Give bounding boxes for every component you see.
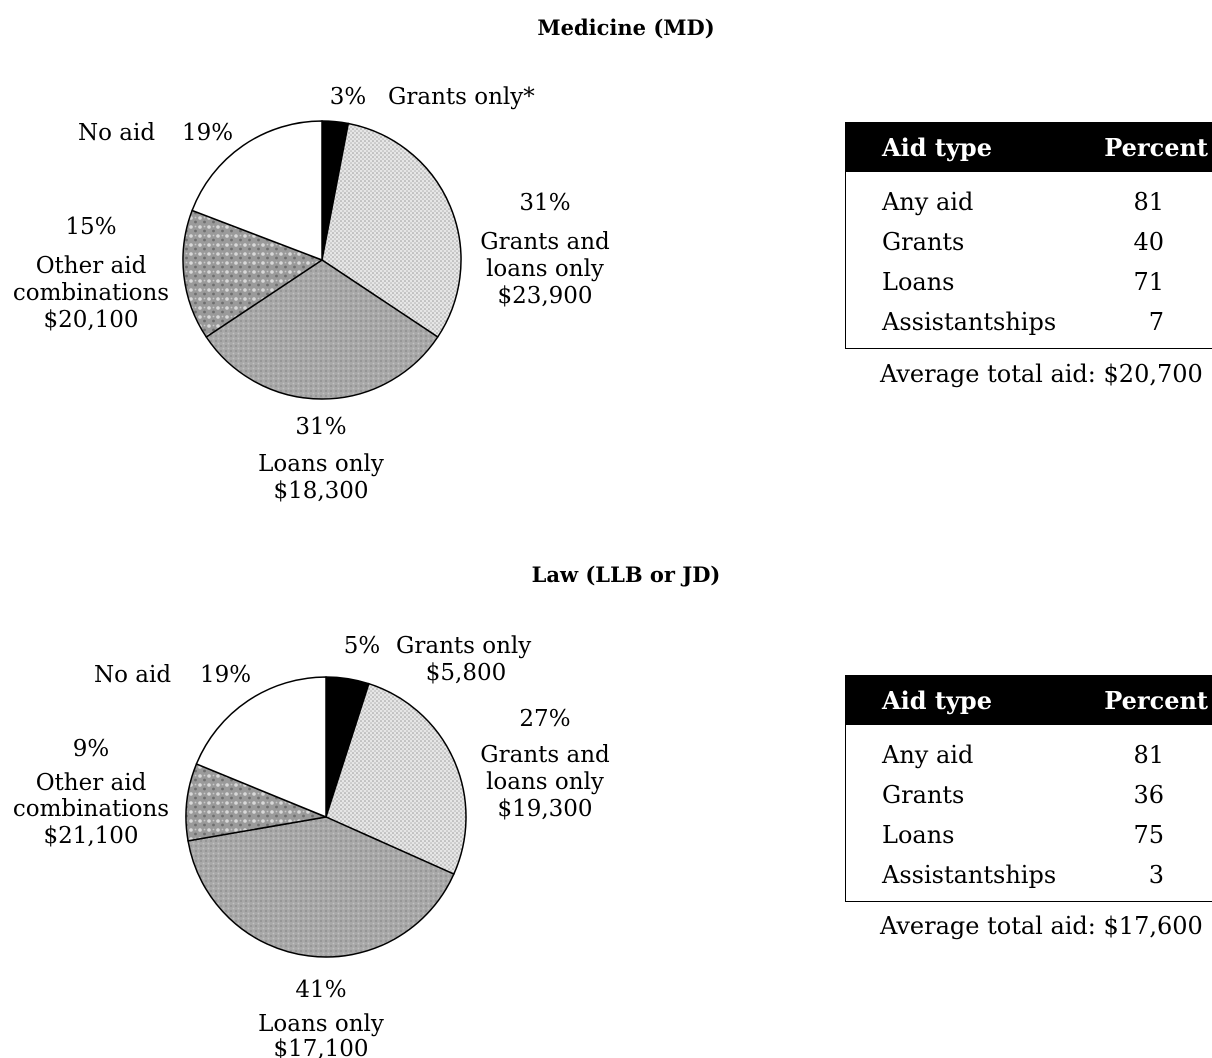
label-medicine-grants-only-pct: 3%: [330, 84, 367, 110]
table-row: Loans 75: [846, 815, 1212, 855]
row-value: 81: [1133, 188, 1164, 216]
label-medicine-no-aid-name: No aid: [78, 120, 155, 146]
label-medicine-grants-and-loans-name-1: Grants and: [480, 229, 610, 255]
header-percent: Percent: [1087, 122, 1212, 172]
table-row: Assistantships 7: [845, 302, 1212, 349]
header-percent: Percent: [1087, 675, 1212, 725]
row-label: Assistantships: [845, 302, 1088, 349]
label-medicine-loans-only-amount: $18,300: [273, 478, 368, 504]
label-law-grants-only-name: Grants only: [396, 633, 531, 659]
row-value: 36: [1133, 781, 1164, 809]
average-value: $20,700: [1103, 360, 1203, 388]
row-label: Loans: [882, 268, 955, 296]
slice-law-grants-and-loans: [325, 682, 467, 876]
slice-labels-law: 5% Grants only $5,800 27% Grants and loa…: [13, 633, 610, 1058]
label-medicine-grants-and-loans-name-2: loans only: [486, 256, 604, 282]
label-medicine-other-name-1: Other aid: [36, 253, 147, 279]
table-header-row: Aid type Percent: [845, 122, 1212, 172]
row-value: 75: [1133, 821, 1164, 849]
table-row: Any aid 81: [846, 725, 1212, 775]
label-medicine-no-aid-pct: 19%: [182, 120, 233, 146]
slice-medicine-grants-and-loans: [321, 122, 462, 339]
slice-law-no-aid: [195, 676, 327, 819]
label-law-loans-only-pct: 41%: [295, 977, 346, 1003]
chart-title-medicine: Medicine (MD): [537, 15, 714, 40]
label-medicine-loans-only-pct: 31%: [295, 414, 346, 440]
average-label: Average total aid:: [880, 912, 1096, 940]
table-row: Assistantships 3: [845, 855, 1212, 902]
table-row: Grants 40: [846, 222, 1212, 262]
label-law-loans-only-name: Loans only: [258, 1011, 384, 1037]
slice-labels-medicine: 3% Grants only* 31% Grants and loans onl…: [13, 84, 610, 504]
label-law-other-amount: $21,100: [43, 823, 138, 849]
label-medicine-other-amount: $20,100: [43, 307, 138, 333]
label-law-no-aid-pct: 19%: [200, 662, 251, 688]
aid-table-law: Aid type Percent Any aid 81 Grants 36 Lo…: [845, 675, 1212, 902]
average-total-aid-law: Average total aid: $17,600: [880, 912, 1203, 940]
row-label: Any aid: [882, 188, 974, 216]
average-label: Average total aid:: [880, 360, 1096, 388]
row-value: 71: [1133, 268, 1164, 296]
label-medicine-other-name-2: combinations: [13, 280, 169, 306]
pie-medicine: [182, 120, 462, 400]
average-total-aid-medicine: Average total aid: $20,700: [880, 360, 1203, 388]
row-label: Grants: [882, 781, 965, 809]
label-law-grants-and-loans-name-2: loans only: [486, 769, 604, 795]
average-value: $17,600: [1103, 912, 1203, 940]
row-value: 40: [1133, 228, 1164, 256]
label-law-loans-only-amount: $17,100: [273, 1036, 368, 1058]
label-law-grants-only-pct: 5%: [344, 633, 381, 659]
row-value: 81: [1133, 741, 1164, 769]
aid-table-medicine: Aid type Percent Any aid 81 Grants 40 Lo…: [845, 122, 1212, 349]
label-law-other-name-1: Other aid: [36, 770, 147, 796]
label-law-grants-and-loans-amount: $19,300: [497, 796, 592, 822]
row-label: Assistantships: [845, 855, 1088, 902]
label-medicine-grants-and-loans-amount: $23,900: [497, 283, 592, 309]
chart-title-law: Law (LLB or JD): [532, 562, 721, 587]
table-row: Grants 36: [846, 775, 1212, 815]
slice-medicine-loans-only: [205, 259, 439, 400]
table-header-row: Aid type Percent: [845, 675, 1212, 725]
pie-law: [185, 676, 467, 958]
label-law-grants-only-amount: $5,800: [426, 660, 506, 686]
row-value: 3: [1087, 855, 1212, 902]
label-law-grants-and-loans-name-1: Grants and: [480, 742, 610, 768]
slice-medicine-no-aid: [191, 120, 323, 262]
header-aid-type: Aid type: [845, 122, 1088, 172]
label-law-other-name-2: combinations: [13, 796, 169, 822]
label-medicine-loans-only-name: Loans only: [258, 451, 384, 477]
table-row: Loans 71: [846, 262, 1212, 302]
row-value: 7: [1087, 302, 1212, 349]
label-medicine-other-pct: 15%: [65, 214, 116, 240]
label-law-grants-and-loans-pct: 27%: [519, 706, 570, 732]
label-law-other-pct: 9%: [73, 736, 110, 762]
slice-law-loans-only: [187, 816, 455, 958]
row-label: Loans: [882, 821, 955, 849]
slice-medicine-other-combinations: [182, 209, 324, 339]
label-medicine-grants-and-loans-pct: 31%: [519, 190, 570, 216]
table-row: Any aid 81: [846, 172, 1212, 222]
row-label: Any aid: [882, 741, 974, 769]
row-label: Grants: [882, 228, 965, 256]
label-law-no-aid-name: No aid: [94, 662, 171, 688]
label-medicine-grants-only-name: Grants only*: [388, 84, 535, 110]
header-aid-type: Aid type: [845, 675, 1088, 725]
